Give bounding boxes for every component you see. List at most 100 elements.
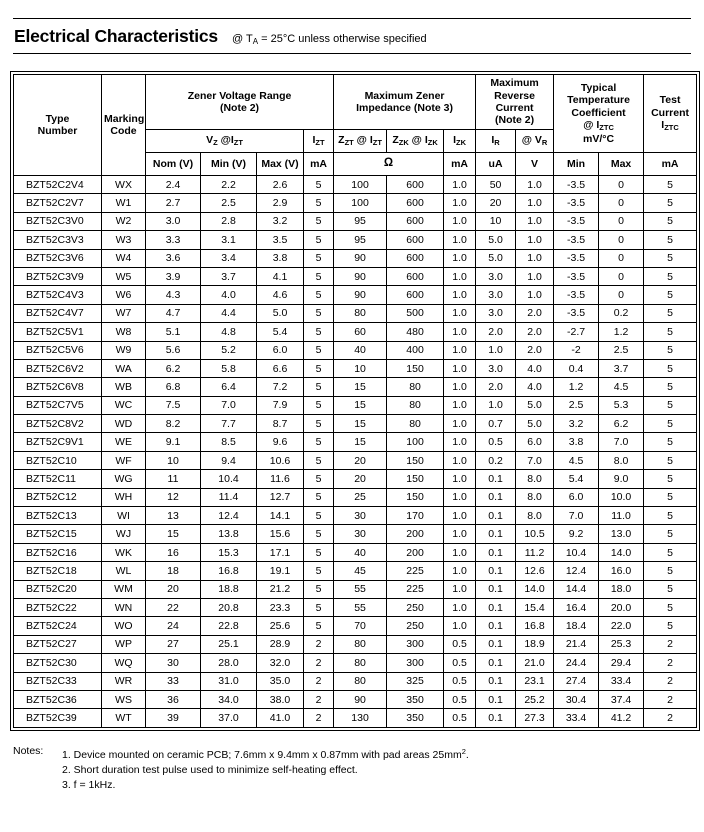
table-cell: 0.5 xyxy=(443,689,477,710)
table-cell: 1.0 xyxy=(443,377,477,397)
table-cell: 1.0 xyxy=(515,193,555,213)
table-cell: 150 xyxy=(386,469,445,489)
type-number-cell: BZT52C36 xyxy=(13,689,102,710)
table-cell: 350 xyxy=(386,708,445,728)
table-cell: 0.2 xyxy=(598,303,645,324)
table-cell: WP xyxy=(101,634,146,655)
table-cell: 2.5 xyxy=(598,340,645,360)
table-cell: 9.0 xyxy=(598,469,645,489)
table-cell: 50 xyxy=(475,174,517,195)
table-cell: 17.1 xyxy=(256,542,304,563)
table-cell: 100 xyxy=(386,432,445,452)
table-cell: 2.0 xyxy=(515,322,555,342)
table-cell: 2.4 xyxy=(145,174,201,195)
table-cell: 29.4 xyxy=(598,653,645,673)
type-number-cell: BZT52C4V3 xyxy=(13,285,102,305)
table-cell: 7.5 xyxy=(145,395,201,416)
table-cell: 325 xyxy=(386,671,445,691)
table-cell: 15 xyxy=(333,395,388,416)
table-cell: 5.0 xyxy=(475,230,517,250)
table-cell: -3.5 xyxy=(553,230,600,250)
table-cell: 34.0 xyxy=(200,689,257,710)
table-row: BZT52C3V9 W5 3.9 3.7 4.1 5 90 600 1.0 3.0 1.0 -3.5 0… xyxy=(13,266,698,287)
table-cell: 0.1 xyxy=(475,653,517,673)
table-row: BZT52C5V6 W9 5.6 5.2 6.0 5 40 400 1.0 1.0 2.0 -2 2.5… xyxy=(13,340,698,360)
table-row: BZT52C7V5 WC 7.5 7.0 7.9 5 15 80 1.0 1.0 5.0 2.5 5.3… xyxy=(13,395,698,416)
table-cell: 10.0 xyxy=(598,487,645,508)
table-cell: -3.5 xyxy=(553,211,600,232)
table-cell: 15 xyxy=(333,414,388,434)
table-cell: 33 xyxy=(145,671,201,691)
table-cell: 600 xyxy=(386,230,445,250)
table-cell: 4.0 xyxy=(200,285,257,305)
table-cell: 25 xyxy=(333,487,388,508)
table-cell: 10.4 xyxy=(553,542,600,563)
table-cell: 5 xyxy=(643,597,698,618)
table-cell: 9.4 xyxy=(200,450,257,471)
table-cell: 0.1 xyxy=(475,597,517,618)
type-number-cell: BZT52C18 xyxy=(13,561,102,581)
col-unit-ma: mA xyxy=(302,152,335,176)
table-cell: 15.4 xyxy=(515,597,555,618)
table-cell: 4.0 xyxy=(515,377,555,397)
table-cell: 16.8 xyxy=(200,561,257,581)
table-row: BZT52C27 WP 27 25.1 28.9 2 80 300 0.5 0.1 18.9 21.4… xyxy=(13,634,698,655)
table-cell: 41.2 xyxy=(598,708,645,728)
table-cell: 0.5 xyxy=(475,432,517,452)
table-cell: 5 xyxy=(302,248,335,268)
type-number-cell: BZT52C4V7 xyxy=(13,303,102,324)
table-cell: 20 xyxy=(475,193,517,213)
table-cell: 12.6 xyxy=(515,561,555,581)
table-cell: 21.0 xyxy=(515,653,555,673)
table-cell: -2 xyxy=(553,340,600,360)
table-cell: 22.8 xyxy=(200,616,257,636)
table-cell: 18.8 xyxy=(200,579,257,599)
table-cell: 0 xyxy=(598,230,645,250)
table-row: BZT52C4V3 W6 4.3 4.0 4.6 5 90 600 1.0 3.0 1.0 -3.5 0… xyxy=(13,285,698,305)
table-cell: 5 xyxy=(643,450,698,471)
col-header-nom-v: Nom (V) xyxy=(145,152,201,176)
table-cell: 5 xyxy=(302,561,335,581)
table-cell: 14.0 xyxy=(598,542,645,563)
table-cell: 5.6 xyxy=(145,340,201,360)
table-cell: 1.0 xyxy=(443,469,477,489)
table-cell: 12.4 xyxy=(200,506,257,526)
table-row: BZT52C30 WQ 30 28.0 32.0 2 80 300 0.5 0.1 21.0 24.4… xyxy=(13,653,698,673)
table-cell: 5 xyxy=(643,322,698,342)
table-cell: 6.0 xyxy=(553,487,600,508)
table-cell: 300 xyxy=(386,653,445,673)
table-cell: 600 xyxy=(386,285,445,305)
table-cell: 27.3 xyxy=(515,708,555,728)
table-cell: 21.2 xyxy=(256,579,304,599)
table-cell: 1.0 xyxy=(515,266,555,287)
table-cell: 5.2 xyxy=(200,340,257,360)
table-cell: 2.5 xyxy=(553,395,600,416)
col-header-ir: IR xyxy=(475,129,517,153)
table-cell: 5 xyxy=(302,358,335,379)
table-cell: 3.8 xyxy=(256,248,304,268)
table-cell: WA xyxy=(101,358,146,379)
table-cell: 500 xyxy=(386,303,445,324)
table-cell: 1.0 xyxy=(443,542,477,563)
table-cell: W3 xyxy=(101,230,146,250)
type-number-cell: BZT52C24 xyxy=(13,616,102,636)
table-cell: 0 xyxy=(598,285,645,305)
table-header: Type Number Marking Code Zener Voltage Range… xyxy=(13,74,698,176)
table-cell: 600 xyxy=(386,174,445,195)
table-cell: 2.0 xyxy=(475,377,517,397)
table-cell: 80 xyxy=(333,653,388,673)
page-title: Electrical Characteristics xyxy=(14,26,218,46)
table-cell: 80 xyxy=(333,303,388,324)
table-cell: 5 xyxy=(643,230,698,250)
table-row: BZT52C33 WR 33 31.0 35.0 2 80 325 0.5 0.1 23.1 27.4… xyxy=(13,671,698,691)
table-cell: -3.5 xyxy=(553,285,600,305)
table-cell: 7.0 xyxy=(598,432,645,452)
type-number-cell: BZT52C39 xyxy=(13,708,102,728)
table-cell: 6.8 xyxy=(145,377,201,397)
table-cell: 36 xyxy=(145,689,201,710)
table-cell: 5.1 xyxy=(145,322,201,342)
table-cell: 5 xyxy=(643,506,698,526)
table-cell: W7 xyxy=(101,303,146,324)
table-cell: 0.1 xyxy=(475,671,517,691)
